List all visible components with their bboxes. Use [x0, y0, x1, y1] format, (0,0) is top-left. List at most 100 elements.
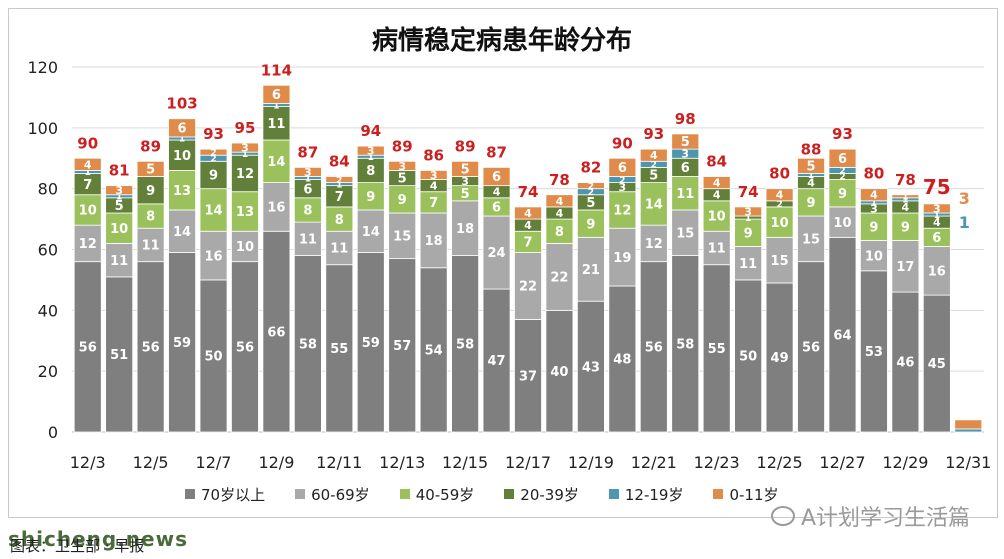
x-tick-label: 12/5 — [133, 453, 169, 472]
bar-segment — [671, 176, 700, 211]
bar-segment — [860, 239, 888, 272]
bar-segment — [639, 261, 668, 433]
x-tick-label: 12/13 — [379, 453, 425, 472]
bar-segment — [828, 236, 857, 433]
x-tick-label: 12/31 — [945, 453, 991, 472]
bar-segment — [325, 230, 354, 266]
bar-segment-label: 4 — [556, 195, 564, 208]
x-tick-label: 12/7 — [196, 453, 232, 472]
x-tick-label: 12/11 — [316, 453, 362, 472]
bar-segment-label: 37 — [519, 369, 537, 384]
bar-segment-label: 45 — [928, 357, 946, 372]
bar-segment — [419, 267, 448, 433]
bar-total-label: 81 — [109, 162, 130, 180]
legend-label: 70岁以上 — [201, 485, 266, 504]
bar-segment — [73, 224, 102, 263]
bar-segment — [168, 118, 196, 138]
bar-segment-label: 58 — [456, 337, 474, 352]
bar-segment-label: 2 — [588, 182, 594, 192]
watermark: A计划学习生活篇 — [770, 500, 970, 532]
legend-swatch — [713, 489, 724, 499]
bar-segment-label: 3 — [681, 148, 689, 161]
x-tick-label: 12/9 — [258, 453, 294, 472]
y-tick-label: 0 — [48, 423, 58, 442]
bar-segment-label: 9 — [744, 226, 753, 241]
bar-segment — [388, 212, 417, 260]
bar-segment — [891, 194, 920, 199]
bar-segment-label: 12 — [645, 237, 663, 252]
bar-segment — [482, 288, 511, 433]
bar-segment — [891, 291, 920, 433]
bar-segment — [388, 160, 417, 171]
bar-segment-label: 48 — [613, 353, 631, 368]
bar-segment-label: 56 — [645, 341, 663, 356]
x-tick-label: 12/17 — [505, 453, 551, 472]
bar-total-label: 87 — [486, 143, 507, 161]
bar-segment-label: 11 — [330, 242, 348, 257]
bar-segment-label: 55 — [708, 342, 726, 357]
bar-segment-label: 16 — [204, 249, 222, 264]
bar-segment-label: 10 — [110, 222, 128, 237]
bar-segment-label: 2 — [210, 148, 216, 158]
bar-segment — [105, 212, 134, 244]
bar-segment-label: 3 — [870, 202, 878, 215]
bar-segment-label: 56 — [802, 341, 820, 356]
legend-label: 12-19岁 — [624, 485, 684, 504]
bar-segment — [576, 236, 605, 302]
bar-segment-label: 4 — [524, 207, 532, 220]
bar-segment-label: 3 — [304, 166, 312, 179]
bar-segment-label: 3 — [959, 189, 970, 208]
bar-segment-label: 19 — [613, 251, 631, 266]
bar-total-label: 82 — [580, 159, 601, 177]
footer-caption: 图表：卫生部 · 早报 — [10, 537, 145, 555]
bar-segment — [293, 255, 322, 433]
bar-segment-label: 6 — [618, 161, 627, 176]
bar-segment-label: 3 — [398, 160, 406, 173]
bar-segment — [639, 148, 668, 162]
bar-segment-label: 11 — [676, 187, 694, 202]
bar-segment-label: 4 — [776, 189, 784, 202]
bar-segment — [356, 157, 385, 183]
bar-total-label: 89 — [455, 137, 476, 155]
bar-segment — [199, 160, 228, 190]
bar-segment-label: 56 — [236, 341, 254, 356]
bar-segment — [608, 157, 637, 177]
bar-segment — [891, 212, 920, 241]
bar-segment-label: 1 — [871, 199, 877, 209]
x-tick-label: 12/25 — [757, 453, 803, 472]
bar-segment-label: 11 — [708, 242, 726, 257]
legend-item: 70岁以上 — [185, 484, 265, 505]
bar-segment-label: 4 — [524, 219, 532, 232]
bar-segment — [671, 133, 700, 150]
bar-segment-label: 9 — [366, 190, 375, 205]
bar-segment-label: 4 — [713, 189, 721, 202]
source-watermark: shicheng.news — [8, 527, 188, 551]
x-tick-label: 12/21 — [631, 453, 677, 472]
bar-segment-label: 50 — [739, 350, 757, 365]
bar-segment-label: 1 — [273, 101, 279, 111]
bar-segment-label: 8 — [146, 210, 155, 225]
bar-segment-label: 3 — [933, 202, 941, 215]
bar-segment — [702, 200, 731, 232]
bar-segment-label: 50 — [204, 350, 222, 365]
bar-segment-label: 1 — [959, 213, 970, 232]
bar-total-label: 93 — [832, 125, 853, 143]
bar-segment — [734, 218, 763, 247]
bar-segment-label: 51 — [110, 348, 128, 363]
bar-segment-label: 4 — [650, 149, 658, 162]
bar-segment-label: 66 — [267, 325, 285, 340]
bar-total-label: 80 — [863, 165, 884, 183]
bar-segment — [451, 200, 480, 256]
x-tick-label: 12/23 — [694, 453, 740, 472]
bar-segment-label: 9 — [807, 196, 816, 211]
bar-segment-label: 1 — [902, 196, 908, 206]
bar-segment — [293, 197, 322, 223]
bar-segment — [231, 142, 259, 153]
bar-segment-label: 5 — [807, 160, 816, 175]
bar-segment — [797, 157, 825, 174]
bar-segment-label: 5 — [681, 135, 690, 150]
bar-total-label: 75 — [923, 175, 951, 199]
bar-segment-label: 58 — [299, 337, 317, 352]
bar-segment — [576, 209, 605, 238]
